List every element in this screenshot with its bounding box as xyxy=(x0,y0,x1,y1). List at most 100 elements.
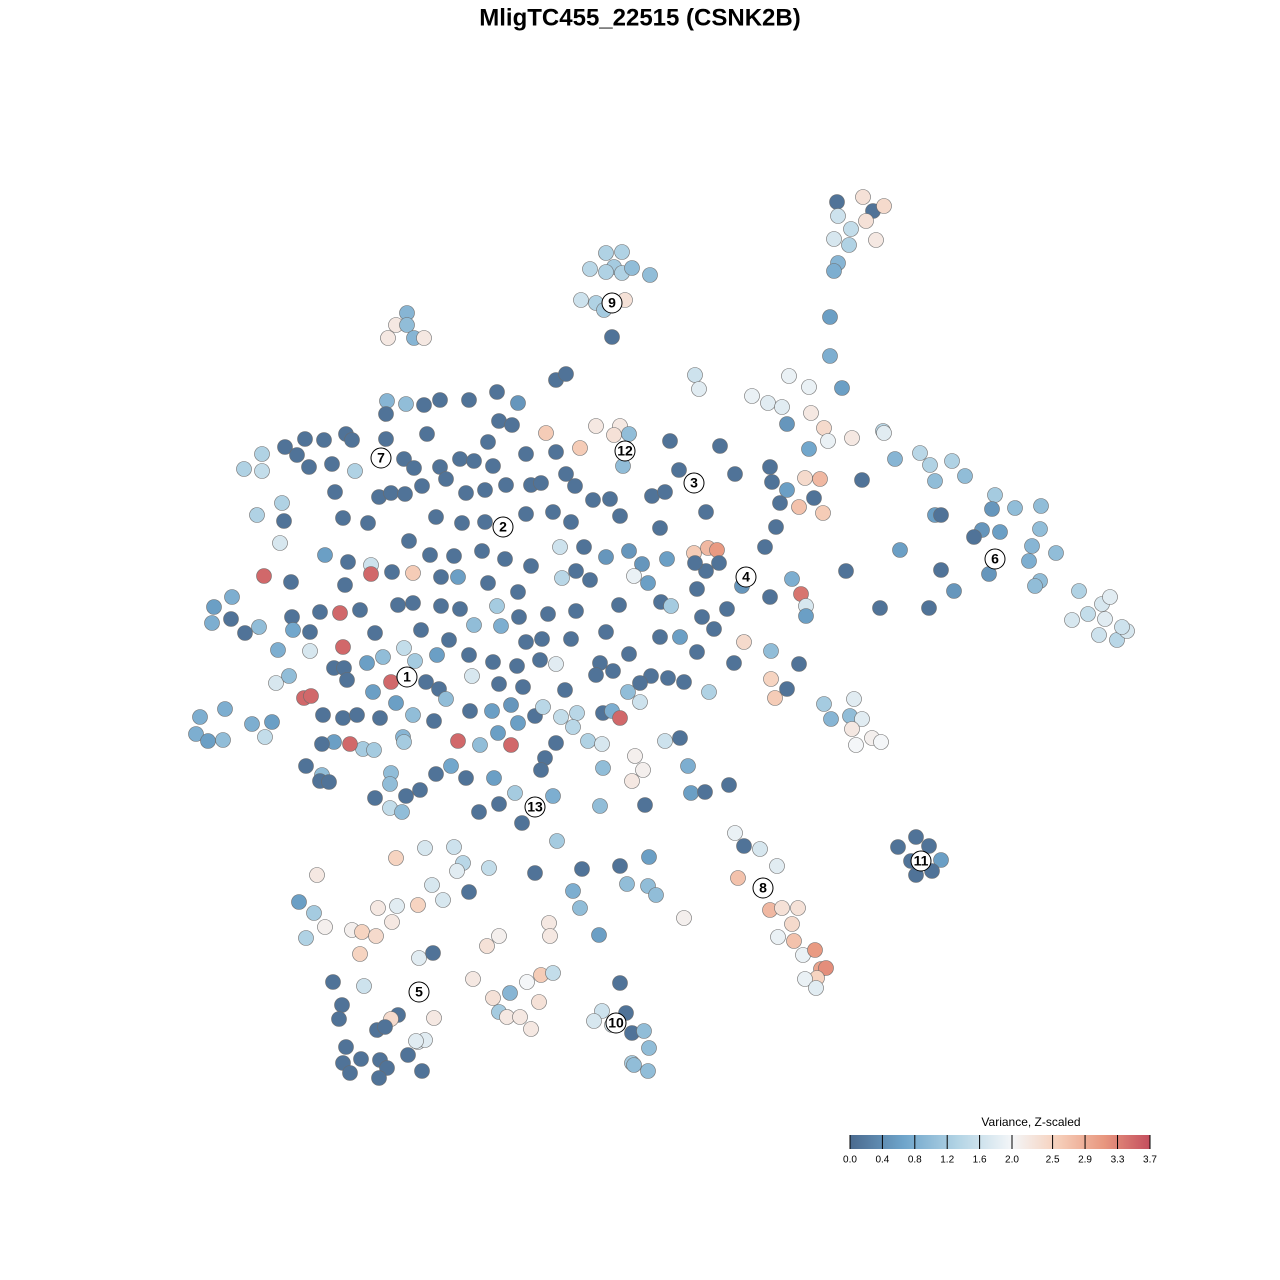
point xyxy=(872,600,888,616)
point xyxy=(344,432,360,448)
point xyxy=(586,1013,602,1029)
point xyxy=(632,675,648,691)
point xyxy=(563,514,579,530)
point xyxy=(321,774,337,790)
point xyxy=(1080,606,1096,622)
point xyxy=(493,618,509,634)
cluster-label-badge xyxy=(752,877,774,899)
point xyxy=(582,261,598,277)
point xyxy=(736,634,752,650)
point xyxy=(818,960,834,976)
point xyxy=(808,980,824,996)
point xyxy=(325,974,341,990)
point xyxy=(763,643,779,659)
point xyxy=(477,514,493,530)
point xyxy=(337,577,353,593)
point xyxy=(648,887,664,903)
point xyxy=(876,198,892,214)
point xyxy=(769,858,785,874)
point xyxy=(540,606,556,622)
point xyxy=(698,563,714,579)
point xyxy=(921,838,937,854)
colorbar-tick-label: 1.2 xyxy=(940,1155,954,1166)
point xyxy=(504,417,520,433)
point xyxy=(1048,545,1064,561)
cluster-label: 10 xyxy=(608,1015,624,1031)
point xyxy=(256,568,272,584)
point xyxy=(598,549,614,565)
point xyxy=(744,388,760,404)
point xyxy=(912,445,928,461)
point xyxy=(1021,553,1037,569)
point xyxy=(588,418,604,434)
colorbar-tick-label: 0.4 xyxy=(875,1155,889,1166)
point xyxy=(480,575,496,591)
point xyxy=(491,928,507,944)
point xyxy=(826,263,842,279)
point xyxy=(477,482,493,498)
point xyxy=(335,510,351,526)
point xyxy=(846,691,862,707)
point xyxy=(533,762,549,778)
point xyxy=(523,1021,539,1037)
point xyxy=(760,395,776,411)
point xyxy=(558,466,574,482)
point xyxy=(545,788,561,804)
point xyxy=(502,985,518,1001)
point xyxy=(822,309,838,325)
point xyxy=(565,883,581,899)
point xyxy=(582,572,598,588)
point xyxy=(379,393,395,409)
point xyxy=(411,950,427,966)
cluster-label: 11 xyxy=(914,853,929,869)
colorbar-tick-label: 2.5 xyxy=(1046,1155,1060,1166)
point xyxy=(784,916,800,932)
point xyxy=(192,709,208,725)
point xyxy=(237,625,253,641)
point xyxy=(481,860,497,876)
point xyxy=(254,446,270,462)
point xyxy=(636,1023,652,1039)
point xyxy=(858,213,874,229)
point xyxy=(662,433,678,449)
point xyxy=(637,797,653,813)
point xyxy=(416,330,432,346)
point xyxy=(464,668,480,684)
point xyxy=(312,604,328,620)
point xyxy=(730,870,746,886)
point xyxy=(317,919,333,935)
cluster-label: 5 xyxy=(415,984,423,1000)
point xyxy=(394,804,410,820)
point xyxy=(598,264,614,280)
point xyxy=(621,646,637,662)
point xyxy=(461,647,477,663)
point xyxy=(676,910,692,926)
point xyxy=(367,790,383,806)
point xyxy=(572,900,588,916)
point xyxy=(604,329,620,345)
point xyxy=(605,663,621,679)
point xyxy=(602,491,618,507)
cluster-label-badge xyxy=(492,516,514,538)
point xyxy=(418,674,434,690)
point xyxy=(352,602,368,618)
point xyxy=(466,453,482,469)
point xyxy=(786,933,802,949)
point xyxy=(527,865,543,881)
point xyxy=(844,721,860,737)
point xyxy=(612,710,628,726)
point xyxy=(491,796,507,812)
point xyxy=(284,609,300,625)
point xyxy=(372,710,388,726)
point xyxy=(215,732,231,748)
point xyxy=(382,776,398,792)
point xyxy=(414,1063,430,1079)
point xyxy=(848,737,864,753)
point xyxy=(360,515,376,531)
point xyxy=(401,533,417,549)
cluster-label-badge xyxy=(601,292,623,314)
point xyxy=(449,863,465,879)
point xyxy=(574,861,590,877)
point xyxy=(659,551,675,567)
point xyxy=(812,471,828,487)
